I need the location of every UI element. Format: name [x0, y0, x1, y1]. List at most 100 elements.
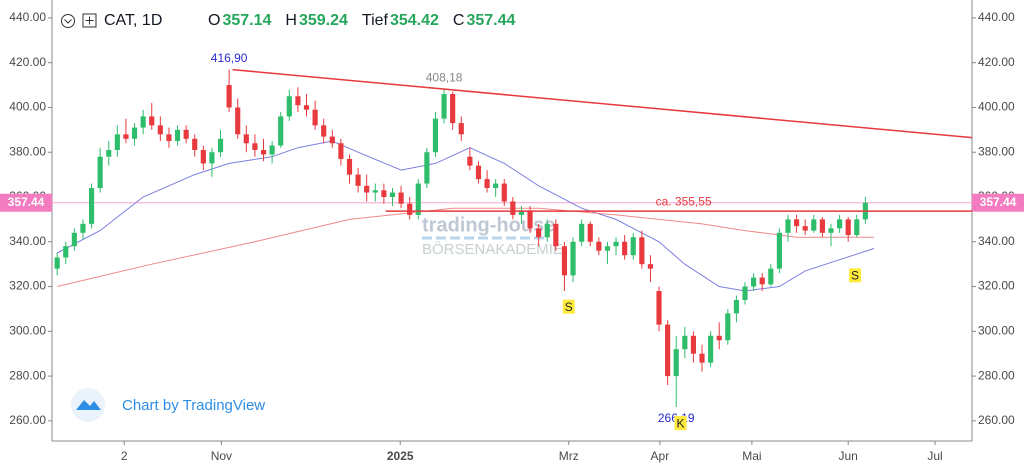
- candle-body: [458, 123, 464, 135]
- candle-body: [837, 219, 843, 229]
- candle-body: [252, 143, 258, 150]
- candle-body: [510, 201, 516, 215]
- candle-body: [682, 335, 688, 350]
- candle-body: [63, 246, 69, 258]
- branding-text: Chart by TradingView: [122, 397, 265, 414]
- trendline: [232, 68, 973, 139]
- candle-body: [346, 158, 353, 175]
- candle-body: [776, 232, 782, 269]
- candle-body: [450, 94, 456, 124]
- candle-body: [725, 313, 731, 341]
- candle-body: [80, 223, 86, 233]
- y-tick-label-right: 400.00: [978, 100, 1015, 114]
- candle-body: [192, 138, 198, 150]
- price-annotation: 416,90: [211, 51, 248, 65]
- candle-body: [217, 138, 224, 153]
- chevron: [64, 19, 72, 24]
- candle-body: [845, 219, 851, 236]
- candle-body: [467, 156, 473, 166]
- candle-body: [303, 105, 310, 110]
- ohlc-label: H: [285, 12, 297, 29]
- x-tick-label: Nov: [211, 449, 232, 463]
- y-tick-label-left: 420.00: [9, 55, 46, 69]
- y-tick-label-right: 340.00: [978, 234, 1015, 248]
- candle-body: [690, 335, 696, 354]
- candle-body: [364, 185, 370, 193]
- x-tick-label: Jul: [927, 449, 942, 463]
- candle-body: [759, 277, 765, 285]
- candle-body: [673, 349, 679, 377]
- candle-body: [321, 125, 327, 137]
- y-tick-label-right: 420.00: [978, 55, 1015, 69]
- candle-body: [54, 257, 60, 269]
- candle-body: [329, 136, 335, 144]
- candle-body: [312, 109, 318, 126]
- y-tick-label-left: 300.00: [9, 323, 46, 337]
- candle-body: [295, 96, 301, 106]
- candle-body: [716, 335, 722, 341]
- candle-body: [742, 286, 748, 300]
- candle-body: [493, 183, 499, 189]
- candle-body: [243, 134, 249, 144]
- candle-body: [149, 116, 155, 126]
- candle-body: [828, 228, 834, 233]
- candle-body: [157, 125, 163, 135]
- y-tick-label-left: 380.00: [9, 144, 46, 158]
- candle-body: [733, 299, 739, 314]
- marker-box: [562, 299, 575, 314]
- y-tick-label-right: 440.00: [978, 10, 1015, 24]
- header: CAT, 1D O 357.14 H 359.24 Tief 354.42 C 357.44: [61, 12, 516, 29]
- last-price-box: [0, 193, 52, 212]
- candle-body: [665, 324, 671, 377]
- candle-body: [174, 129, 181, 142]
- candle-body: [647, 264, 654, 269]
- candle-body: [579, 223, 585, 242]
- candle-body: [278, 116, 284, 146]
- candle-body: [544, 223, 550, 238]
- candle-body: [630, 237, 636, 256]
- marker-label: S: [565, 300, 573, 314]
- candle-body: [794, 219, 800, 227]
- candle-body: [587, 223, 593, 242]
- branding[interactable]: Chart by TradingView: [71, 388, 265, 422]
- candle-body: [639, 237, 645, 265]
- candle-body: [527, 210, 533, 229]
- moving-average: [56, 140, 875, 292]
- ohlc-label: O: [208, 12, 220, 29]
- marker-label: K: [677, 416, 685, 430]
- candle-body: [166, 134, 172, 142]
- plus: [85, 16, 94, 25]
- candle-body: [140, 116, 146, 128]
- collapse-icon[interactable]: [61, 14, 75, 28]
- candle-body: [183, 129, 189, 139]
- candle-body: [407, 203, 413, 215]
- candle-body: [708, 335, 714, 363]
- x-tick-label: Jun: [839, 449, 858, 463]
- y-tick-label-left: 280.00: [9, 368, 46, 382]
- ohlc-label: Tief: [362, 12, 389, 29]
- candle-body: [260, 149, 267, 155]
- candle-body: [613, 241, 619, 247]
- candle-body: [656, 291, 662, 325]
- candle-body: [97, 156, 103, 189]
- y-tick-label-left: 400.00: [9, 100, 46, 114]
- candle-body: [209, 152, 215, 164]
- watermark: trading-house BÖRSENAKADEMIE: [422, 214, 563, 258]
- candle-body: [123, 134, 129, 139]
- candle-body: [501, 183, 507, 202]
- x-tick-label: Mai: [742, 449, 761, 463]
- x-tick-label: 2: [121, 449, 128, 463]
- level-label: ca. 355,55: [656, 194, 712, 208]
- moving-average: [57, 207, 874, 287]
- y-tick-label-right: 300.00: [978, 323, 1015, 337]
- candle-body: [484, 179, 490, 189]
- candle-body: [235, 107, 241, 135]
- compare-icon[interactable]: [82, 13, 97, 28]
- ohlc-value: 357.44: [466, 12, 515, 29]
- candle-body: [200, 149, 206, 164]
- candle-body: [802, 226, 808, 231]
- candle-body: [286, 96, 292, 117]
- candle-body: [424, 152, 430, 184]
- candle-body: [811, 219, 817, 231]
- candle-body: [570, 241, 576, 276]
